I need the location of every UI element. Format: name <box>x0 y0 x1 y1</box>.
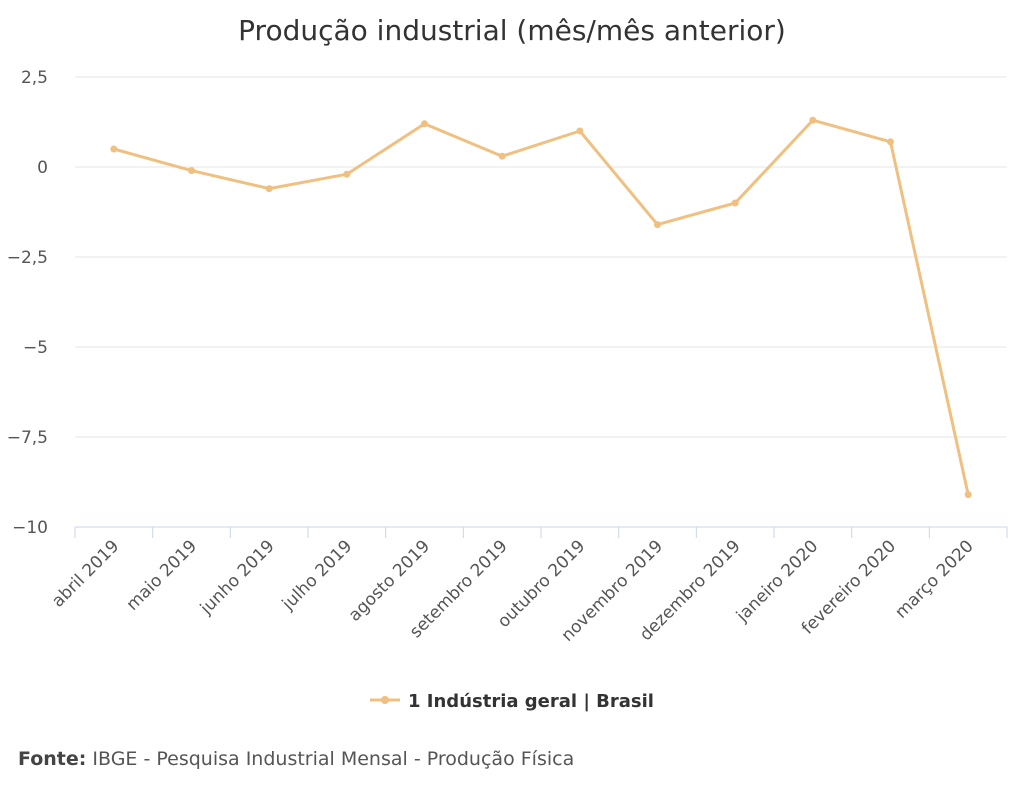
legend-label[interactable]: 1 Indústria geral | Brasil <box>408 691 654 712</box>
x-tick-label: maio 2019 <box>123 536 201 614</box>
x-tick-label: junho 2019 <box>196 536 279 619</box>
data-point <box>887 138 894 146</box>
legend-marker-icon <box>381 696 390 704</box>
data-point <box>654 221 661 229</box>
chart-title: Produção industrial (mês/mês anterior) <box>238 14 786 47</box>
line-chart: Produção industrial (mês/mês anterior) a… <box>7 14 1008 712</box>
data-point <box>188 167 195 175</box>
data-point <box>343 170 351 178</box>
data-point <box>498 152 506 160</box>
data-point <box>731 199 739 207</box>
source-note: Fonte: IBGE - Pesquisa Industrial Mensal… <box>18 748 574 770</box>
y-tick-label: −2,5 <box>7 248 48 268</box>
data-point <box>809 116 817 124</box>
y-tick-label: 0 <box>37 158 48 178</box>
series-line <box>112 118 970 497</box>
y-tick-label: −7,5 <box>7 428 48 448</box>
series-layer <box>110 116 972 499</box>
y-axis: 2,5 0 −2,5 −5 −7,5 −10 <box>7 68 48 538</box>
y-tick-label: 2,5 <box>21 68 48 88</box>
y-tick-label: −10 <box>12 518 48 538</box>
x-tick-label: março 2020 <box>891 536 977 622</box>
data-point <box>964 491 972 499</box>
y-tick-label: −5 <box>23 338 48 358</box>
data-point <box>110 145 118 153</box>
source-text: IBGE - Pesquisa Industrial Mensal - Prod… <box>92 748 575 770</box>
x-tick-label: abril 2019 <box>48 536 123 611</box>
data-point <box>421 120 428 128</box>
data-point <box>576 127 584 135</box>
data-point <box>265 185 273 193</box>
x-tick-label: julho 2019 <box>278 536 357 615</box>
source-label: Fonte: <box>18 748 87 770</box>
legend[interactable]: 1 Indústria geral | Brasil <box>370 691 654 712</box>
